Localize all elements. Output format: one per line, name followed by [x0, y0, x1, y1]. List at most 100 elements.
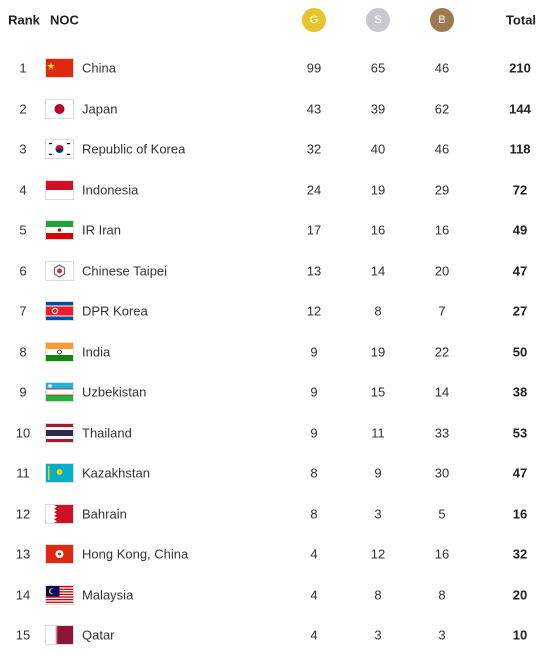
total-count: 38	[512, 384, 528, 400]
total-count: 47	[512, 263, 528, 278]
silver-count: 16	[370, 222, 386, 238]
silver-count: 40	[370, 141, 386, 157]
gold-count: 4	[310, 546, 318, 562]
gold-count: 8	[310, 506, 318, 521]
rank: 14	[15, 587, 31, 602]
rank: 11	[16, 465, 30, 481]
flag-icon	[46, 464, 73, 482]
bronze-count: 33	[434, 425, 450, 440]
flag-icon	[46, 342, 73, 361]
bronze-count: 3	[438, 627, 446, 643]
gold-count: 99	[306, 60, 322, 76]
gold-count: 17	[306, 222, 322, 238]
silver-count: 14	[370, 263, 386, 278]
rank: 6	[19, 263, 27, 278]
total-count: 210	[509, 60, 531, 76]
gold-count: 9	[310, 425, 318, 440]
total-count: 27	[512, 303, 528, 319]
silver-count: 39	[370, 101, 386, 116]
total-count: 10	[512, 627, 528, 643]
country-name: Japan	[82, 101, 118, 116]
rank: 4	[19, 182, 27, 197]
header-gold: G	[302, 8, 326, 32]
rank: 12	[15, 506, 31, 521]
flag-icon	[46, 585, 73, 604]
silver-count: 12	[370, 546, 386, 562]
country-name: Qatar	[82, 627, 115, 643]
gold-count: 9	[310, 384, 318, 400]
bronze-count: 16	[434, 546, 450, 562]
silver-count: 11	[371, 425, 385, 440]
gold-count: 24	[306, 182, 322, 197]
bronze-count: 62	[434, 101, 450, 116]
header-bronze: B	[430, 8, 454, 32]
bronze-count: 30	[434, 465, 450, 481]
flag-icon	[46, 59, 73, 77]
flag-icon	[46, 302, 73, 320]
country-name: Chinese Taipei	[82, 263, 168, 278]
gold-count: 43	[306, 101, 322, 116]
silver-count: 3	[374, 627, 382, 643]
country-name: Indonesia	[82, 182, 139, 197]
flag-icon	[46, 180, 73, 199]
bronze-count: 7	[438, 303, 446, 319]
silver-count: 15	[370, 384, 386, 400]
bronze-count: 5	[438, 506, 446, 521]
bronze-count: 29	[434, 182, 450, 197]
flag-icon	[46, 99, 73, 118]
rank: 5	[19, 222, 27, 238]
silver-count: 9	[374, 465, 382, 481]
country-name: Kazakhstan	[82, 465, 150, 481]
rank: 15	[15, 627, 31, 643]
rank: 7	[19, 303, 27, 319]
rank: 13	[15, 546, 31, 562]
gold-count: 12	[306, 303, 322, 319]
silver-count: 8	[374, 303, 382, 319]
header-silver: S	[366, 8, 390, 32]
flag-icon	[46, 140, 73, 158]
country-name: Malaysia	[82, 587, 134, 602]
header-noc: NOC	[50, 12, 79, 28]
gold-count: 8	[310, 465, 318, 481]
total-count: 16	[512, 506, 528, 521]
country-name: Republic of Korea	[82, 141, 186, 157]
total-count: 72	[512, 182, 528, 197]
bronze-count: 20	[434, 263, 450, 278]
country-name: Thailand	[82, 425, 132, 440]
silver-count: 19	[370, 344, 386, 359]
total-count: 118	[509, 141, 531, 157]
bronze-count: 14	[434, 384, 450, 400]
rank: 2	[19, 101, 27, 116]
country-name: Bahrain	[82, 506, 127, 521]
rank: 10	[15, 425, 31, 440]
bronze-count: 46	[434, 141, 450, 157]
country-name: DPR Korea	[82, 303, 148, 319]
silver-count: 8	[374, 587, 382, 602]
rank: 9	[19, 384, 27, 400]
rank: 3	[19, 141, 27, 157]
silver-count: 3	[374, 506, 382, 521]
gold-count: 4	[310, 627, 318, 643]
header-total: Total	[505, 12, 537, 28]
gold-count: 13	[306, 263, 322, 278]
header-rank: Rank	[8, 12, 40, 28]
total-count: 20	[512, 587, 528, 602]
total-count: 50	[512, 344, 528, 359]
country-name: India	[82, 344, 111, 359]
gold-count: 9	[310, 344, 318, 359]
total-count: 49	[512, 222, 528, 238]
rank: 8	[19, 344, 27, 359]
bronze-count: 46	[434, 60, 450, 76]
total-count: 32	[512, 546, 528, 562]
country-name: China	[82, 60, 116, 76]
flag-icon	[46, 383, 73, 401]
country-name: IR Iran	[82, 222, 122, 238]
bronze-count: 16	[434, 222, 450, 238]
gold-count: 4	[310, 587, 318, 602]
country-name: Hong Kong, China	[82, 546, 189, 562]
flag-icon	[46, 423, 73, 442]
flag-icon	[46, 261, 73, 280]
flag-icon	[46, 504, 73, 523]
bronze-count: 22	[434, 344, 450, 359]
